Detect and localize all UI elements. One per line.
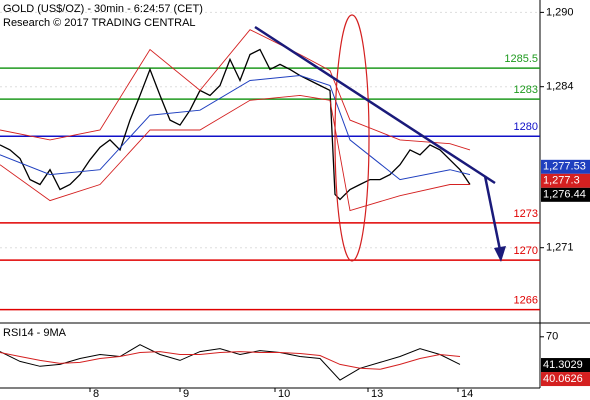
price-badge <box>541 372 590 387</box>
y-tick-label: 70 <box>546 331 558 343</box>
x-tick-label: 9 <box>183 388 189 400</box>
annotation-ellipse <box>334 14 370 262</box>
price-badge-label: 41.3029 <box>543 359 583 371</box>
price-badge <box>541 358 590 373</box>
series-line <box>0 351 461 370</box>
series-line <box>0 29 471 151</box>
chart-subtitle: Research © 2017 TRADING CENTRAL <box>3 17 196 29</box>
trendline <box>254 25 496 185</box>
x-tick-label: 13 <box>371 388 383 400</box>
y-tick-label: 1,271 <box>546 242 574 254</box>
y-tick-label: 1,290 <box>546 6 574 18</box>
x-tick-label: 8 <box>93 388 99 400</box>
level-label: 1285.5 <box>504 53 538 65</box>
price-badge-label: 1,277.3 <box>543 175 580 187</box>
chart-title: GOLD (US$/OZ) - 30min - 6:24:57 (CET) <box>3 3 203 15</box>
price-badge <box>541 159 590 174</box>
level-label: 1270 <box>514 245 538 257</box>
y-tick-label: 1,284 <box>546 81 574 93</box>
x-tick-label: 10 <box>278 388 290 400</box>
series-line <box>0 48 471 201</box>
level-label: 1283 <box>514 84 538 96</box>
rsi-title: RSI14 - 9MA <box>3 327 67 339</box>
arrow-head <box>494 246 506 262</box>
x-tick-label: 14 <box>461 388 473 400</box>
price-badge <box>541 187 590 202</box>
level-label: 1280 <box>514 121 538 133</box>
level-label: 1266 <box>514 295 538 307</box>
series-line <box>0 74 471 181</box>
price-badge-label: 1,277.53 <box>543 161 586 173</box>
price-badge <box>541 173 590 188</box>
forecast-arrow <box>483 175 502 251</box>
level-label: 1273 <box>514 208 538 220</box>
price-badge-label: 1,276.44 <box>543 189 586 201</box>
price-badge-label: 40.0626 <box>543 373 583 385</box>
series-line <box>0 94 470 212</box>
